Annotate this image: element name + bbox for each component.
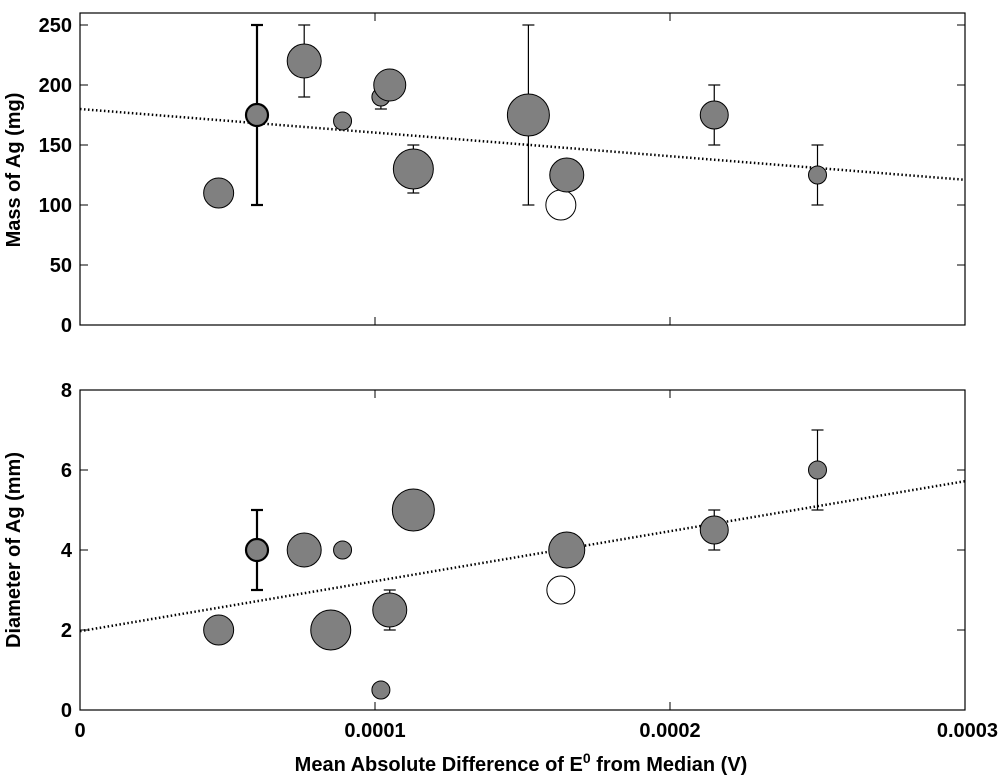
diameter-data-point — [333, 540, 353, 560]
mass-y-tick-label: 200 — [39, 75, 72, 97]
mass-data-point — [549, 157, 585, 193]
diameter-data-point — [808, 460, 827, 480]
mass-data-point — [333, 111, 353, 131]
y-axis-label-diameter: Diameter of Ag (mm) — [3, 452, 25, 648]
diameter-data-point — [391, 488, 435, 532]
diameter-y-tick-label: 0 — [61, 700, 72, 722]
diameter-x-tick-label: 0.0002 — [639, 720, 700, 742]
mass-data-point — [506, 93, 550, 137]
diameter-x-tick-label: 0.0003 — [937, 720, 998, 742]
y-axis-label-mass: Mass of Ag (mg) — [3, 93, 25, 248]
x-axis-label-superscript: 0 — [583, 750, 591, 766]
diameter-panel: 0 2 4 6 8 0 0.0001 0.0002 0.0003 — [61, 380, 998, 742]
mass-data-point — [286, 43, 322, 79]
x-axis-label-suffix: from Median (V) — [591, 754, 748, 776]
mass-y-tick-label: 100 — [39, 195, 72, 217]
diameter-data-point — [203, 614, 235, 646]
diameter-trendline — [79, 479, 966, 633]
diameter-data-point — [286, 532, 322, 568]
diameter-x-tick-label: 0.0001 — [344, 720, 405, 742]
mass-data-point — [244, 102, 270, 128]
x-axis-label: Mean Absolute Difference of E0 from Medi… — [295, 750, 748, 776]
diameter-y-tick-label: 8 — [61, 380, 72, 402]
mass-data-point — [203, 177, 235, 209]
mass-data-point — [373, 68, 407, 102]
mass-data-point — [545, 189, 577, 221]
mass-plot-frame — [79, 12, 966, 326]
diameter-data-point — [372, 592, 408, 628]
mass-y-tick-label: 250 — [39, 15, 72, 37]
diameter-y-tick-label: 2 — [61, 620, 72, 642]
diameter-data-point — [371, 680, 391, 700]
mass-y-tick-label: 150 — [39, 135, 72, 157]
x-axis-label-prefix: Mean Absolute Difference of E — [295, 754, 583, 776]
diameter-x-tick-label: 0 — [74, 720, 85, 742]
diameter-y-tick-label: 6 — [61, 460, 72, 482]
mass-y-tick-label: 0 — [61, 315, 72, 337]
diameter-data-point — [310, 609, 352, 651]
mass-data-point — [392, 148, 434, 190]
diameter-data-point — [548, 531, 586, 569]
diameter-y-tick-label: 4 — [61, 540, 73, 562]
mass-data-point — [699, 100, 729, 130]
mass-y-tick-label: 50 — [50, 255, 72, 277]
diameter-plot-frame — [79, 389, 966, 711]
diameter-data-point — [546, 575, 576, 605]
diameter-data-point — [244, 537, 270, 563]
mass-data-point — [808, 165, 827, 185]
diameter-data-point — [699, 515, 729, 545]
mass-panel: 0 50 100 150 200 250 — [39, 12, 966, 337]
